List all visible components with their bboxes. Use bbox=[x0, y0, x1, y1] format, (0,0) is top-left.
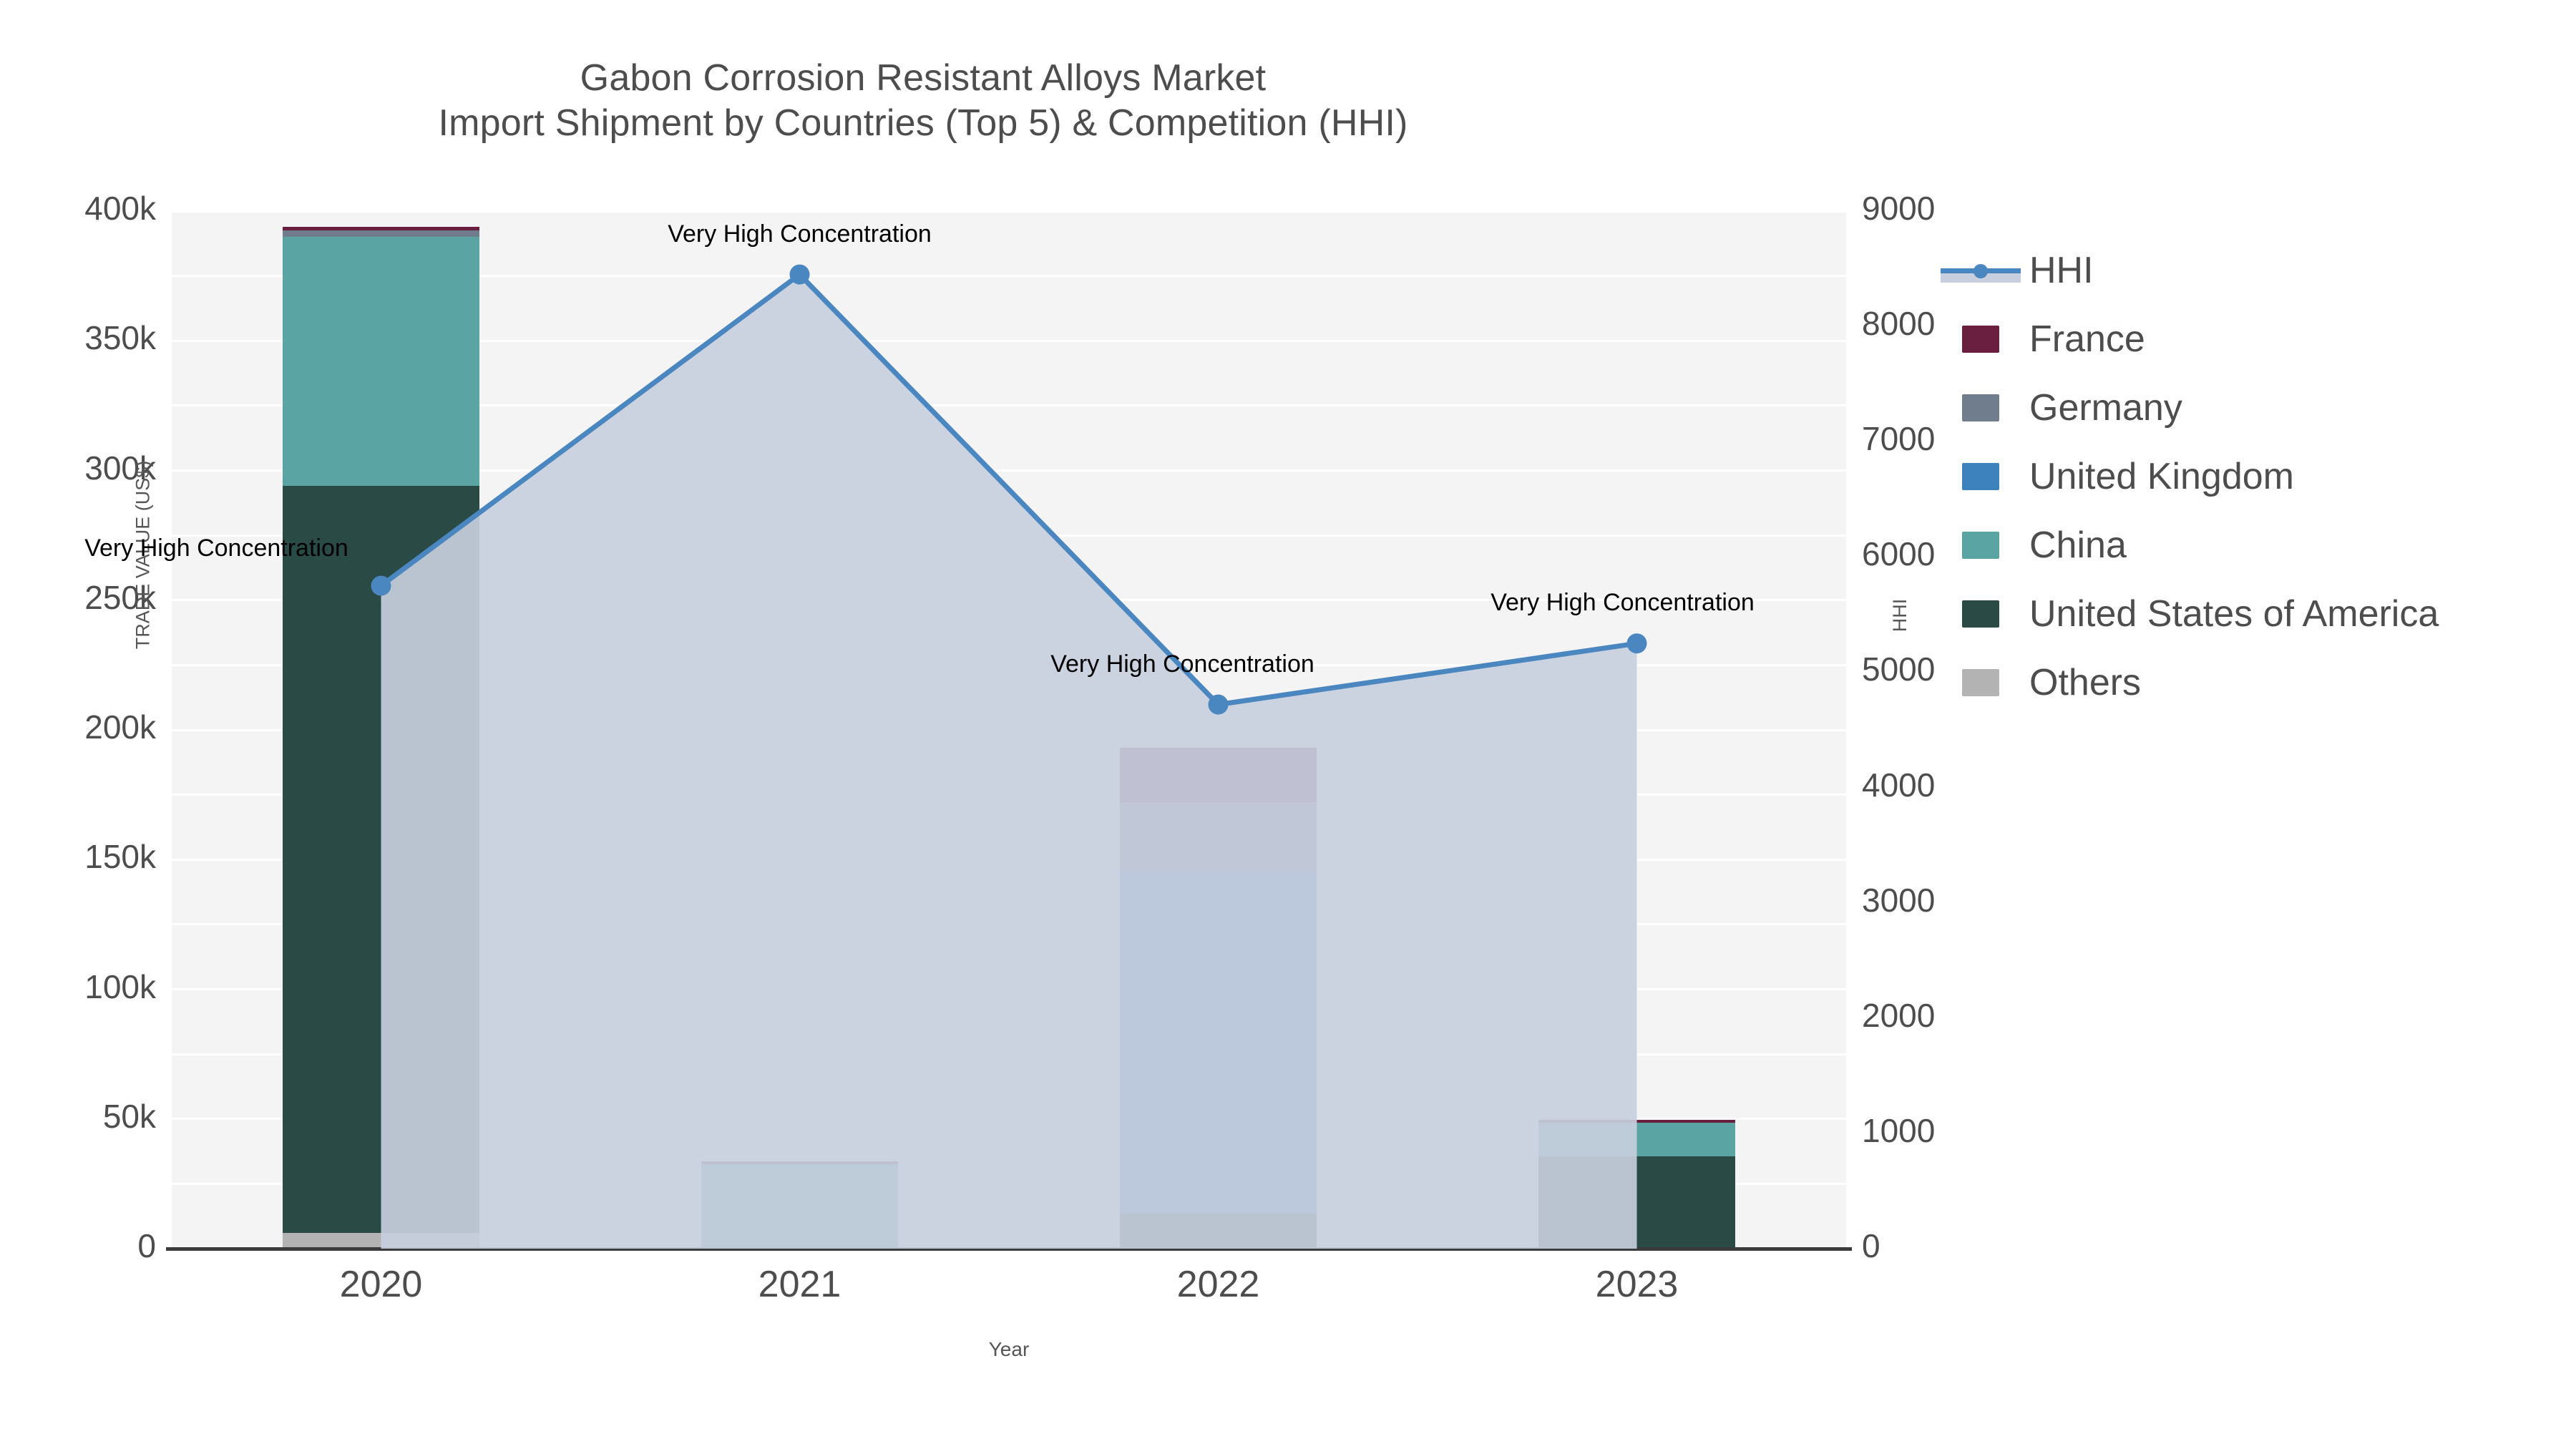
y-axis-left-tick-label: 50k bbox=[102, 1097, 156, 1135]
chart-legend: HHI France Germany United Kingdom China Unite… bbox=[1941, 236, 2570, 717]
legend-color-swatch-icon bbox=[1962, 600, 1999, 628]
bar-segment[interactable] bbox=[283, 1232, 479, 1249]
hhi-point-annotation: Very High Concentration bbox=[668, 220, 932, 248]
bar-segment[interactable] bbox=[1120, 802, 1317, 873]
y-axis-left-tick-label: 100k bbox=[84, 967, 156, 1005]
x-axis-tick-label: 2021 bbox=[758, 1264, 841, 1305]
y-axis-left-tick-label: 250k bbox=[84, 578, 156, 616]
legend-item-label: United States of America bbox=[2029, 593, 2439, 635]
legend-item[interactable]: United Kingdom bbox=[1941, 442, 2570, 511]
y-axis-right-tick-label: 2000 bbox=[1862, 996, 1936, 1034]
x-axis-tick-label: 2020 bbox=[339, 1264, 423, 1305]
bar-segment[interactable] bbox=[701, 1163, 898, 1249]
legend-item[interactable]: China bbox=[1941, 511, 2570, 580]
legend-line-dot-icon bbox=[1974, 264, 1988, 278]
chart-title: Gabon Corrosion Resistant Alloys Market … bbox=[0, 56, 1846, 147]
bar-segment[interactable] bbox=[1120, 872, 1317, 1214]
y-axis-right-tick-label: 6000 bbox=[1862, 535, 1936, 573]
y-axis-right-tick-label: 3000 bbox=[1862, 881, 1936, 919]
legend-item-label: Others bbox=[2029, 662, 2142, 703]
y-axis-right-tick-label: 1000 bbox=[1862, 1111, 1936, 1149]
y-axis-left-tick-label: 0 bbox=[137, 1227, 156, 1264]
bar-segment[interactable] bbox=[1538, 1156, 1735, 1249]
hhi-point-annotation: Very High Concentration bbox=[1050, 650, 1314, 678]
gridline bbox=[172, 210, 1846, 213]
legend-swatch-wrap bbox=[1941, 669, 2021, 696]
legend-swatch-wrap bbox=[1941, 532, 2021, 559]
bar-segment[interactable] bbox=[1538, 1123, 1735, 1157]
y-axis-left-tick-label: 350k bbox=[84, 319, 156, 357]
legend-item[interactable]: United States of America bbox=[1941, 580, 2570, 648]
y-axis-right-tick-label: 8000 bbox=[1862, 305, 1936, 343]
legend-swatch-wrap bbox=[1941, 394, 2021, 421]
legend-item-label: United Kingdom bbox=[2029, 456, 2294, 497]
legend-item[interactable]: Others bbox=[1941, 648, 2570, 717]
bar-segment[interactable] bbox=[1538, 1120, 1735, 1123]
y-axis-right-tick-label: 0 bbox=[1862, 1227, 1880, 1264]
legend-swatch-wrap bbox=[1941, 463, 2021, 490]
plot-area bbox=[172, 210, 1846, 1250]
legend-line-marker-icon bbox=[1941, 257, 2021, 284]
x-axis-tick-label: 2022 bbox=[1176, 1264, 1260, 1305]
legend-color-swatch-icon bbox=[1962, 463, 1999, 490]
y-axis-right-tick-label: 4000 bbox=[1862, 766, 1936, 804]
y-axis-right-tick-label: 5000 bbox=[1862, 650, 1936, 688]
y-axis-left-tick-label: 400k bbox=[84, 190, 156, 227]
legend-item-label: China bbox=[2029, 525, 2127, 566]
bar-segment[interactable] bbox=[701, 1161, 898, 1164]
legend-color-swatch-icon bbox=[1962, 532, 1999, 559]
legend-swatch-wrap bbox=[1941, 326, 2021, 353]
legend-item-label: HHI bbox=[2029, 250, 2094, 291]
y-axis-left-tick-label: 150k bbox=[84, 838, 156, 876]
y-axis-right-title: HHI bbox=[1889, 598, 1911, 633]
x-axis-tick-label: 2023 bbox=[1595, 1264, 1679, 1305]
legend-color-swatch-icon bbox=[1962, 326, 1999, 353]
y-axis-left-tick-label: 200k bbox=[84, 708, 156, 746]
bar-segment[interactable] bbox=[283, 485, 479, 1233]
legend-item[interactable]: HHI bbox=[1941, 236, 2570, 305]
legend-swatch-wrap bbox=[1941, 600, 2021, 628]
legend-item-label: France bbox=[2029, 318, 2145, 360]
x-axis-line bbox=[166, 1247, 1852, 1251]
bar-segment[interactable] bbox=[283, 236, 479, 486]
bar-segment[interactable] bbox=[1120, 748, 1317, 803]
y-axis-right-tick-label: 7000 bbox=[1862, 420, 1936, 458]
legend-item-label: Germany bbox=[2029, 387, 2182, 429]
legend-item[interactable]: France bbox=[1941, 305, 2570, 374]
y-axis-right-tick-label: 9000 bbox=[1862, 190, 1936, 227]
y-axis-left-tick-label: 300k bbox=[84, 449, 156, 487]
legend-color-swatch-icon bbox=[1962, 394, 1999, 421]
bar-segment[interactable] bbox=[283, 227, 479, 230]
hhi-point-annotation: Very High Concentration bbox=[1491, 589, 1755, 617]
bar-segment[interactable] bbox=[283, 230, 479, 237]
legend-color-swatch-icon bbox=[1962, 669, 1999, 696]
bar-segment[interactable] bbox=[1120, 1214, 1317, 1249]
chart-title-line-1: Gabon Corrosion Resistant Alloys Market bbox=[580, 57, 1267, 99]
x-axis-title: Year bbox=[988, 1338, 1030, 1360]
hhi-point-annotation: Very High Concentration bbox=[84, 534, 348, 562]
chart-title-line-2: Import Shipment by Countries (Top 5) & C… bbox=[438, 102, 1408, 145]
legend-item[interactable]: Germany bbox=[1941, 374, 2570, 442]
